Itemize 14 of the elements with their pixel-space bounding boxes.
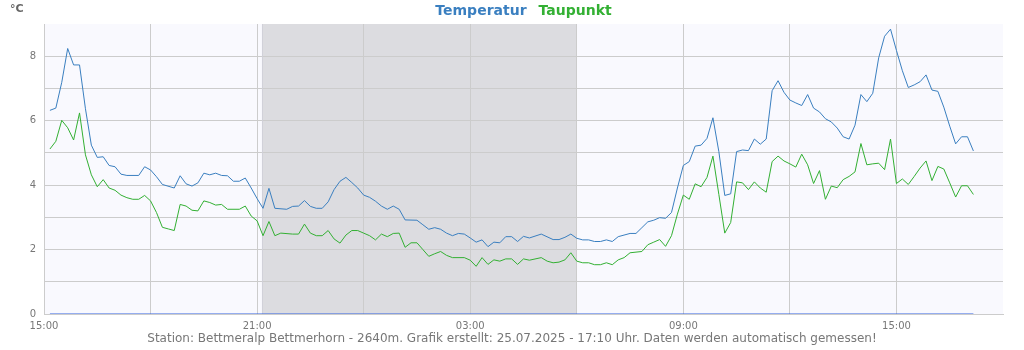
text: Station: Bettmeralp Bettmerhorn - 2640m. Grafik erstellt: 25.07.2025 - 17:10 Uhr. Daten werden automatisch gemessen! (147, 331, 877, 346)
y-tick-label: 4 (29, 178, 36, 190)
text: Taupunkt (538, 1, 612, 18)
x-tick-label: 09:00 (668, 319, 698, 331)
x-tick-label: 21:00 (242, 319, 272, 331)
y-tick-label: 6 (29, 114, 36, 126)
y-tick-label: 0 (29, 307, 36, 319)
y-tick-label: 2 (29, 243, 36, 255)
x-tick-label: 15:00 (29, 319, 59, 331)
y-axis-title: °C (10, 1, 24, 15)
text: Temperatur (435, 1, 527, 18)
x-tick-label: 03:00 (455, 319, 485, 331)
x-tick-label: 15:00 (882, 319, 911, 331)
y-tick-label: 8 (29, 49, 36, 61)
